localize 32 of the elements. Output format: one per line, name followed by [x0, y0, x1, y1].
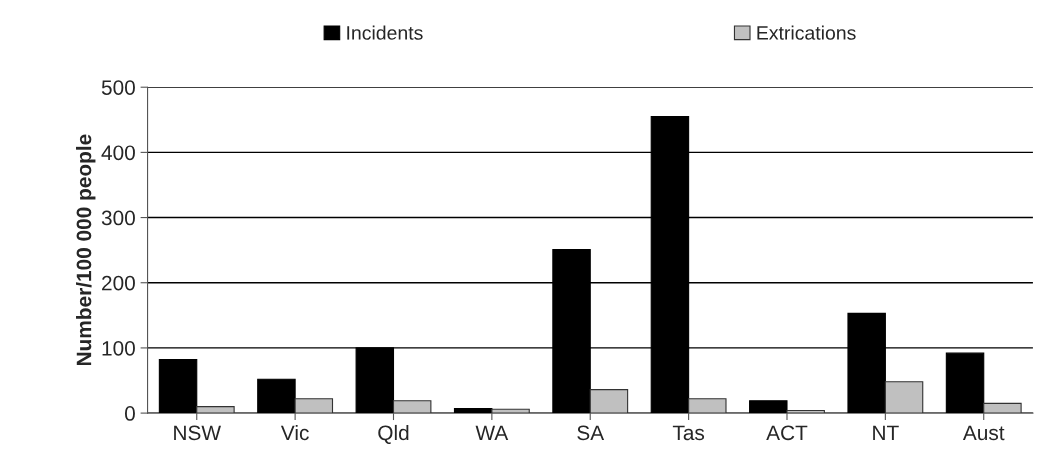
bar [158, 359, 198, 414]
bar [884, 381, 924, 414]
bar [589, 389, 629, 414]
bar [294, 398, 334, 414]
y-tick-label: 300 [101, 210, 135, 226]
bar [453, 407, 493, 414]
bar [196, 406, 235, 414]
bar [749, 400, 788, 414]
x-tick-label: ACT [766, 425, 808, 441]
legend-label: Extrications [757, 25, 856, 40]
bar [983, 402, 1022, 414]
y-tick-label: 100 [102, 340, 135, 356]
bar [786, 409, 825, 414]
x-tick-label: Vic [280, 424, 309, 441]
bar [491, 408, 530, 414]
x-tick-label: WA [475, 425, 509, 440]
x-tick-label: Aust [962, 425, 1005, 441]
y-tick-label: 0 [124, 406, 135, 421]
y-tick-label: 500 [101, 80, 135, 95]
bar [945, 352, 985, 414]
y-tick-label: 200 [102, 275, 135, 291]
x-tick-label: Tas [672, 425, 705, 441]
bar [688, 398, 727, 414]
x-tick-label: Qld [378, 424, 409, 444]
legend-label: Incidents [347, 25, 423, 40]
x-tick-label: NSW [174, 425, 221, 441]
bar [257, 378, 296, 414]
x-tick-label: NT [873, 425, 899, 440]
y-axis-title: Number/100 000 people [76, 134, 96, 366]
bar [392, 400, 432, 414]
x-tick-label: SA [577, 425, 605, 441]
y-tick-label: 400 [101, 145, 135, 161]
